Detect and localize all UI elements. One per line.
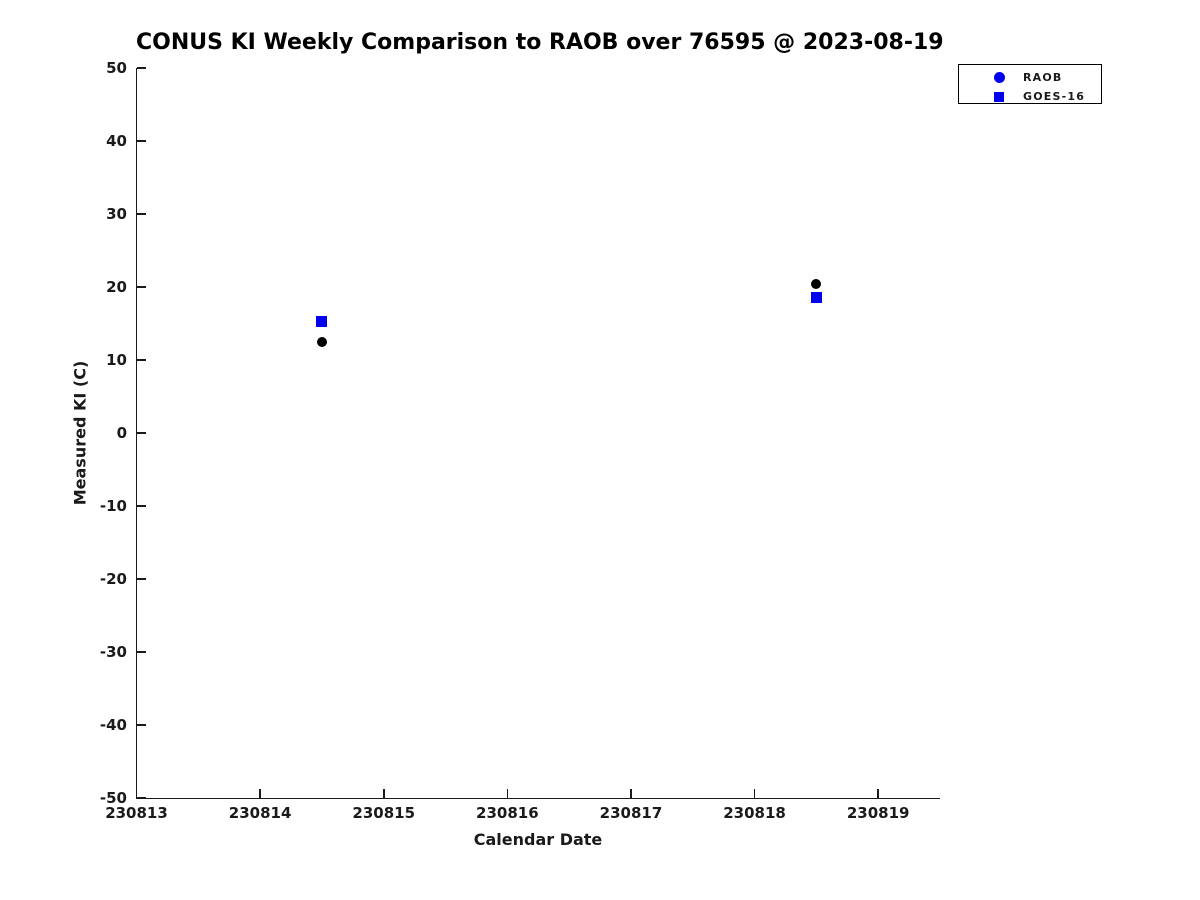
y-tick-label: 50 — [106, 59, 127, 77]
x-tick — [135, 789, 138, 798]
y-tick — [137, 213, 146, 215]
x-tick — [877, 789, 879, 798]
x-tick — [753, 789, 756, 798]
data-point-raob — [316, 336, 327, 347]
legend-entry-raob: RAOB — [959, 68, 1101, 87]
y-tick-label: -10 — [99, 497, 127, 515]
x-tick-label: 230813 — [105, 804, 168, 822]
legend-label-goes-16: GOES-16 — [1023, 90, 1086, 103]
x-tick-label: 230818 — [723, 804, 786, 822]
y-tick-label: 20 — [106, 278, 127, 296]
x-tick — [382, 789, 385, 798]
x-tick — [630, 789, 632, 798]
x-tick-label: 230815 — [352, 804, 416, 822]
y-tick-label: -50 — [99, 789, 127, 807]
y-tick — [137, 286, 146, 288]
y-tick-label: -20 — [99, 570, 127, 588]
y-tick — [137, 67, 146, 69]
x-tick-label: 230817 — [599, 804, 663, 822]
y-tick-label: 40 — [106, 132, 127, 150]
x-tick-label: 230819 — [846, 804, 910, 822]
x-axis-line — [135, 797, 940, 800]
data-point-goes-16 — [810, 292, 822, 304]
x-tick-label: 230814 — [228, 804, 292, 822]
y-tick — [137, 505, 146, 507]
x-axis-label: Calendar Date — [473, 830, 603, 849]
x-tick — [506, 789, 509, 798]
y-tick — [137, 724, 146, 726]
y-tick — [137, 651, 146, 653]
data-point-goes-16 — [316, 315, 328, 327]
y-tick — [137, 140, 146, 142]
y-tick-label: 0 — [116, 424, 127, 442]
chart-title: CONUS KI Weekly Comparison to RAOB over … — [136, 30, 944, 55]
x-tick-label: 230816 — [476, 804, 539, 822]
raob-circle-icon — [993, 72, 1005, 83]
legend-label-raob: RAOB — [1023, 71, 1063, 84]
y-tick — [137, 797, 146, 799]
y-tick-label: 30 — [106, 205, 127, 223]
y-tick — [137, 359, 146, 361]
x-tick — [259, 789, 261, 798]
data-point-raob — [811, 279, 822, 290]
y-axis-line — [135, 68, 138, 799]
y-tick-label: 10 — [106, 351, 127, 369]
legend-entry-goes-16: GOES-16 — [959, 87, 1101, 106]
goes-16-square-icon — [993, 91, 1005, 102]
y-tick-label: -30 — [99, 643, 127, 661]
y-tick — [137, 432, 146, 434]
y-tick — [137, 578, 146, 580]
legend-box: RAOB GOES-16 — [958, 64, 1102, 104]
y-tick-label: -40 — [99, 716, 127, 734]
